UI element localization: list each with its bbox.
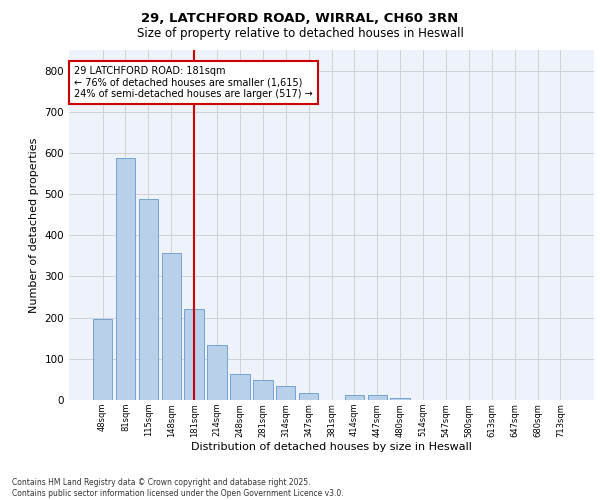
Bar (184, 310, 204, 400)
Text: Contains HM Land Registry data © Crown copyright and database right 2025.
Contai: Contains HM Land Registry data © Crown c… (12, 478, 344, 498)
Bar (116, 158, 135, 400)
Text: 29 LATCHFORD ROAD: 181sqm
← 76% of detached houses are smaller (1,615)
24% of se: 29 LATCHFORD ROAD: 181sqm ← 76% of detac… (74, 66, 313, 99)
Y-axis label: Number of detached properties: Number of detached properties (29, 138, 39, 312)
Bar (93, 320, 112, 400)
Bar (299, 393, 319, 400)
Bar (161, 253, 181, 400)
Text: Size of property relative to detached houses in Heswall: Size of property relative to detached ho… (137, 28, 463, 40)
Bar (391, 398, 410, 400)
Bar (253, 380, 272, 400)
Bar (230, 374, 250, 400)
Bar (208, 345, 227, 400)
Bar (139, 200, 158, 400)
Bar (276, 386, 295, 400)
X-axis label: Distribution of detached houses by size in Heswall: Distribution of detached houses by size … (191, 442, 472, 452)
Bar (368, 396, 387, 400)
Bar (344, 395, 364, 400)
Text: 29, LATCHFORD ROAD, WIRRAL, CH60 3RN: 29, LATCHFORD ROAD, WIRRAL, CH60 3RN (142, 12, 458, 26)
